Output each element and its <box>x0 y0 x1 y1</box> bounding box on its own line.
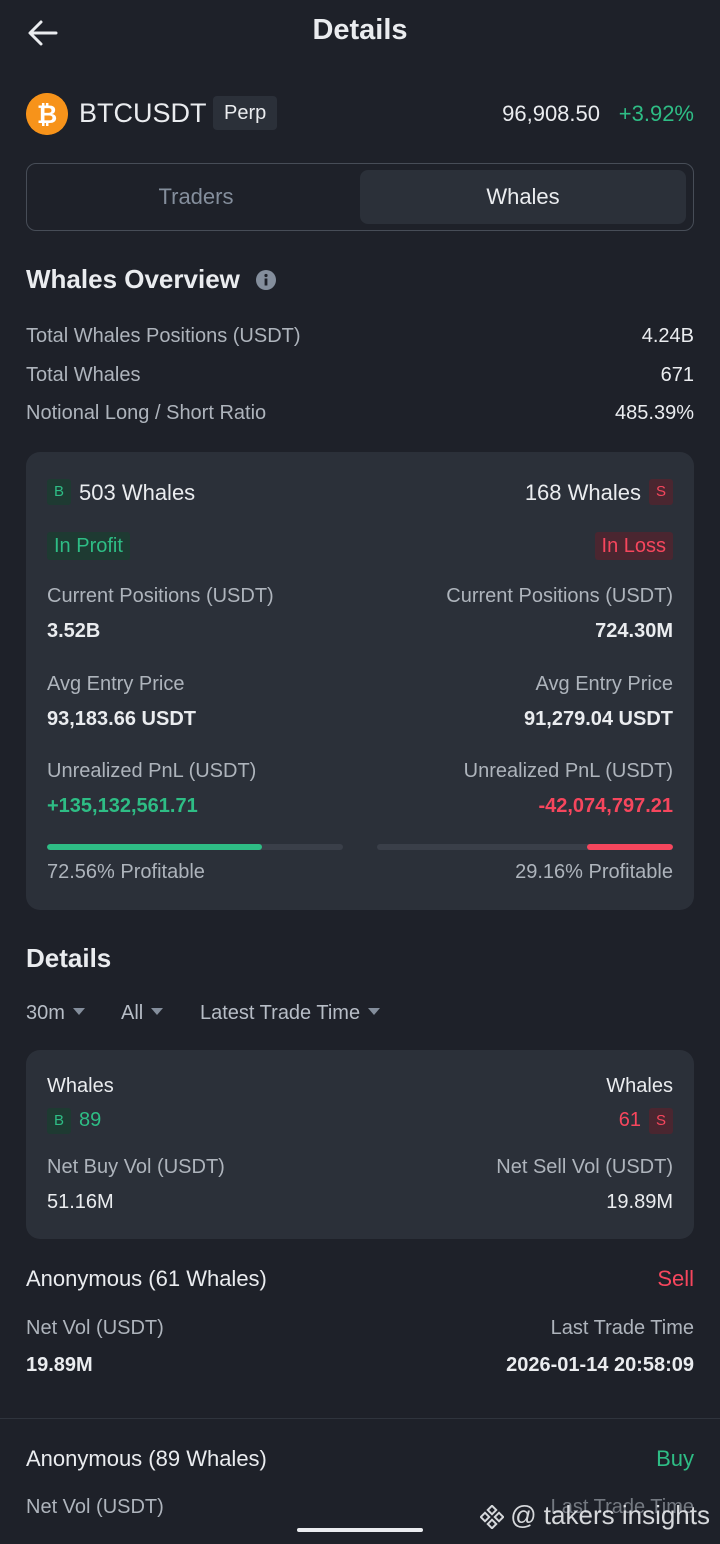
net-vol-label: Net Vol (USDT) <box>26 1496 164 1518</box>
short-profitable-text: 29.16% Profitable <box>515 861 673 883</box>
contract-type-badge: Perp <box>213 96 278 130</box>
short-entry-value: 91,279.04 USDT <box>524 708 673 730</box>
short-pnl-value: -42,074,797.21 <box>538 795 673 817</box>
profit-loss-card: B 503 Whales 168 Whales S In Profit In L… <box>26 452 694 910</box>
long-positions-label: Current Positions (USDT) <box>47 585 274 607</box>
short-profitable-bar <box>377 844 673 850</box>
tab-whales[interactable]: Whales <box>360 170 686 224</box>
sell-whales-label: Whales <box>606 1075 673 1097</box>
page-title: Details <box>312 14 408 46</box>
details-title: Details <box>26 943 112 973</box>
stat-total-positions: Total Whales Positions (USDT) 4.24B <box>26 325 694 347</box>
side-filter[interactable]: All <box>121 1002 164 1025</box>
buy-badge: B <box>47 479 71 505</box>
watermark: @ takers insights <box>480 1500 710 1531</box>
binance-logo-icon <box>480 1505 505 1530</box>
timeframe-filter[interactable]: 30m <box>26 1002 85 1025</box>
net-vol-label: Net Vol (USDT) <box>26 1317 164 1339</box>
row-divider <box>0 1418 720 1419</box>
short-positions-label: Current Positions (USDT) <box>446 585 673 607</box>
price-change: +3.92% <box>618 101 694 126</box>
net-sell-vol-label: Net Sell Vol (USDT) <box>496 1156 673 1178</box>
net-volume-card: Whales Whales B 89 61 S Net Buy Vol (USD… <box>26 1050 694 1239</box>
long-pnl-label: Unrealized PnL (USDT) <box>47 760 257 782</box>
whales-overview-title: Whales Overview <box>26 264 240 294</box>
trade-row-title[interactable]: Anonymous (89 Whales) <box>26 1446 267 1471</box>
short-entry-label: Avg Entry Price <box>535 673 673 695</box>
short-pnl-label: Unrealized PnL (USDT) <box>463 760 673 782</box>
short-positions-value: 724.30M <box>595 620 673 642</box>
sell-badge: S <box>649 1108 673 1134</box>
sort-filter[interactable]: Latest Trade Time <box>200 1002 381 1025</box>
symbol-name: BTCUSDT <box>79 98 207 128</box>
long-profitable-bar <box>47 844 343 850</box>
trade-row-title[interactable]: Anonymous (61 Whales) <box>26 1266 267 1291</box>
last-trade-time-value: 2026-01-14 20:58:09 <box>506 1354 694 1376</box>
short-profitable-fill <box>586 844 673 850</box>
buy-whales-label: Whales <box>47 1075 114 1097</box>
trade-side-buy: Buy <box>656 1446 694 1471</box>
svg-text:₿: ₿ <box>37 100 57 129</box>
symbol-row: ₿ BTCUSDT Perp 96,908.50 +3.92% <box>26 93 694 135</box>
long-entry-value: 93,183.66 USDT <box>47 708 196 730</box>
sell-whales-count: 61 <box>618 1109 641 1131</box>
net-buy-vol-value: 51.16M <box>47 1191 114 1213</box>
tab-traders[interactable]: Traders <box>158 184 234 209</box>
timeframe-filter-label: 30m <box>26 1002 65 1024</box>
chevron-down-icon <box>368 1008 381 1016</box>
segment-tabs: Traders Whales <box>26 163 694 231</box>
last-price: 96,908.50 <box>502 101 600 126</box>
in-loss-tag: In Loss <box>594 532 673 560</box>
top-bar: Details <box>0 0 720 66</box>
sort-filter-label: Latest Trade Time <box>200 1002 361 1024</box>
chevron-down-icon <box>151 1008 164 1016</box>
long-profitable-fill <box>47 844 262 850</box>
long-profitable-text: 72.56% Profitable <box>47 861 205 883</box>
last-trade-time-label: Last Trade Time <box>550 1317 694 1339</box>
last-trade-time-label: Last Trade Time <box>550 1496 694 1518</box>
long-whales-count: 503 Whales <box>79 480 196 505</box>
buy-whales-count: 89 <box>79 1109 102 1131</box>
buy-badge: B <box>47 1108 71 1134</box>
trade-side-sell: Sell <box>657 1266 694 1291</box>
home-indicator <box>297 1528 423 1532</box>
back-arrow-icon[interactable] <box>26 18 60 48</box>
long-entry-label: Avg Entry Price <box>47 673 185 695</box>
stat-total-whales: Total Whales 671 <box>26 364 694 386</box>
watermark-text: @ takers insights <box>510 1500 710 1530</box>
short-whales-count: 168 Whales <box>524 480 641 505</box>
sell-badge: S <box>649 479 673 505</box>
long-positions-value: 3.52B <box>47 620 101 642</box>
net-vol-value: 19.89M <box>26 1354 93 1376</box>
side-filter-label: All <box>121 1002 144 1024</box>
stat-long-short-ratio: Notional Long / Short Ratio 485.39% <box>26 402 694 424</box>
in-profit-tag: In Profit <box>47 532 130 560</box>
long-pnl-value: +135,132,561.71 <box>47 795 198 817</box>
net-sell-vol-value: 19.89M <box>606 1191 673 1213</box>
net-buy-vol-label: Net Buy Vol (USDT) <box>47 1156 225 1178</box>
chevron-down-icon <box>72 1008 85 1016</box>
bitcoin-icon: ₿ <box>26 93 68 135</box>
info-icon[interactable] <box>256 270 276 290</box>
